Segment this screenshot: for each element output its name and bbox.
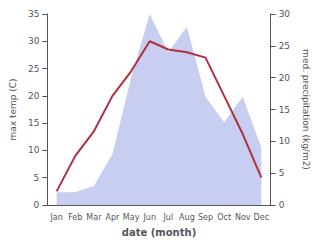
- svg-text:0: 0: [34, 200, 40, 210]
- svg-text:max temp (C): max temp (C): [8, 78, 18, 140]
- svg-text:0: 0: [279, 200, 285, 210]
- svg-text:Sep: Sep: [198, 213, 213, 222]
- svg-text:15: 15: [28, 118, 39, 128]
- svg-text:Dec: Dec: [254, 213, 269, 222]
- svg-text:35: 35: [28, 9, 39, 19]
- svg-text:25: 25: [279, 41, 290, 51]
- svg-text:30: 30: [279, 9, 291, 19]
- svg-text:20: 20: [28, 91, 40, 101]
- svg-text:10: 10: [28, 145, 40, 155]
- svg-text:May: May: [123, 213, 140, 222]
- svg-text:25: 25: [28, 64, 39, 74]
- svg-text:5: 5: [279, 168, 285, 178]
- svg-text:Jul: Jul: [162, 213, 173, 222]
- svg-text:Apr: Apr: [106, 213, 121, 222]
- svg-text:Nov: Nov: [235, 213, 251, 222]
- svg-text:med. precipitation (kg/m2): med. precipitation (kg/m2): [301, 49, 311, 170]
- svg-text:20: 20: [279, 73, 291, 83]
- svg-text:15: 15: [279, 105, 290, 115]
- svg-text:Aug: Aug: [179, 213, 195, 222]
- svg-text:5: 5: [34, 173, 40, 183]
- svg-text:Mar: Mar: [86, 213, 102, 222]
- svg-text:30: 30: [28, 36, 40, 46]
- svg-text:10: 10: [279, 136, 291, 146]
- svg-text:Oct: Oct: [217, 213, 231, 222]
- svg-text:Jun: Jun: [142, 213, 156, 222]
- svg-text:Jan: Jan: [49, 213, 62, 222]
- svg-text:Feb: Feb: [68, 213, 82, 222]
- svg-text:date (month): date (month): [122, 227, 196, 238]
